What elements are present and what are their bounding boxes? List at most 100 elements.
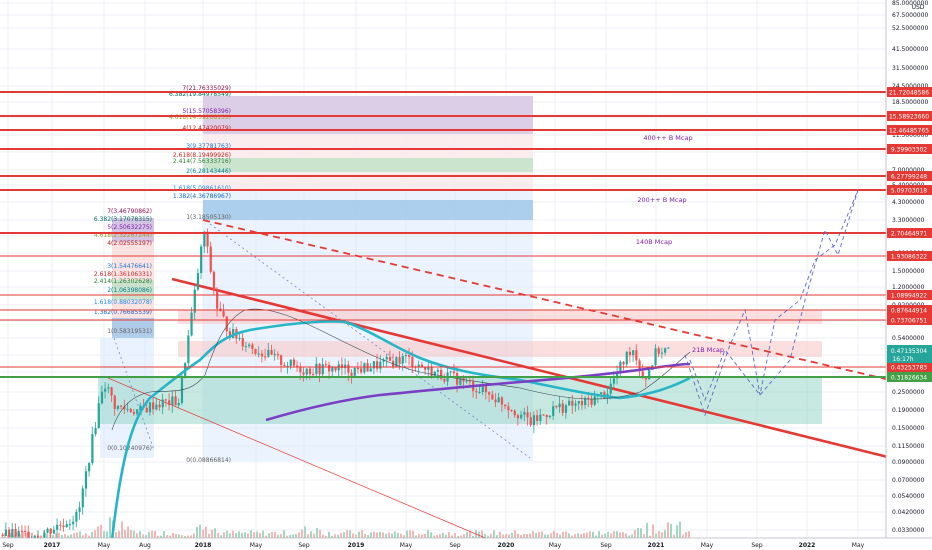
time-tick-label: Sep (751, 542, 763, 549)
volume-bar (283, 530, 285, 538)
volume-bar (445, 534, 447, 538)
candle-body (65, 524, 68, 528)
volume-bar (397, 532, 399, 538)
candle-body (97, 403, 100, 429)
candle-body (555, 406, 558, 408)
candle-body (132, 411, 136, 414)
candle-body (417, 364, 420, 367)
fib-level-left-label: 0(0.10240976) (107, 445, 152, 452)
fib-level-right-label: 4(12.47420079) (182, 125, 231, 132)
volume-bar (280, 534, 282, 538)
time-tick-label: 2020 (498, 542, 515, 549)
price-tick-label: 0.2500000 (892, 389, 925, 396)
time-axis[interactable]: Sep 2017 May Aug 2018 May Sep 2019 May Sep 2020 May… (0, 537, 932, 550)
price-level-tag (887, 171, 932, 181)
candle-body (452, 371, 456, 373)
candle-body (590, 399, 593, 405)
price-level-tag (887, 315, 932, 325)
price-tick-label: 41.5000000 (892, 46, 928, 53)
candle-body (536, 415, 539, 421)
volume-bar (100, 524, 102, 538)
volume-bar (601, 534, 603, 538)
candle-body (308, 368, 312, 375)
volume-bar (142, 534, 144, 538)
candle-body (558, 403, 561, 408)
price-level-tag-text: 0.43253783 (891, 365, 927, 372)
candle-body (353, 367, 356, 376)
volume-bars (4, 517, 690, 538)
candle-body (196, 273, 200, 290)
candle-body (270, 349, 273, 355)
candle-body (360, 368, 363, 373)
volume-bar (214, 528, 216, 538)
candle-body (552, 406, 555, 416)
candle-body (116, 405, 120, 409)
candle-body (174, 396, 177, 406)
volume-bar (205, 526, 207, 538)
candle-body (465, 380, 468, 382)
candle-body (75, 511, 78, 522)
current-price-value: 0.47135304 (891, 348, 927, 355)
fib-level-left-label: 5(2.50632275) (107, 224, 152, 231)
candle-body (398, 357, 401, 364)
candle-body (542, 414, 545, 416)
candle-body (376, 361, 379, 369)
volume-bar (259, 532, 261, 538)
fib-level-left-label: 1.382(0.76685539) (94, 309, 152, 316)
volume-bar (178, 534, 180, 538)
volume-bar (505, 534, 507, 538)
volume-bar (133, 530, 135, 538)
volume-bar (487, 535, 489, 538)
volume-bar (319, 529, 321, 538)
volume-bar (457, 535, 459, 538)
candle-body (241, 338, 244, 347)
resistance-zone-upper (178, 310, 822, 324)
candle-body (289, 359, 292, 366)
fib-extension-band-blue (203, 200, 533, 220)
volume-bar (208, 533, 210, 538)
price-level-tag-text: 1.93086322 (891, 254, 927, 261)
candle-body (667, 347, 670, 349)
volume-bar (370, 532, 372, 538)
candle-body (260, 353, 264, 357)
candle-body (520, 414, 523, 419)
candle-body (264, 356, 267, 358)
volume-bar (415, 535, 417, 538)
candle-body (302, 372, 305, 375)
volume-bar (628, 535, 630, 538)
volume-bar (595, 535, 597, 538)
volume-bar (49, 531, 51, 538)
volume-bar (508, 534, 510, 538)
time-tick-label: 2018 (195, 542, 212, 549)
candle-body (440, 369, 443, 379)
volume-bar (184, 535, 186, 538)
volume-bar (598, 531, 600, 538)
candle-body (424, 367, 427, 370)
volume-bar (256, 531, 258, 538)
candle-body (248, 344, 251, 347)
candle-body (286, 365, 289, 367)
fib-level-right-label: 7(21.76335029) (182, 85, 231, 92)
current-price-tag (887, 345, 932, 363)
volume-bar (634, 529, 636, 538)
candle-body (641, 371, 644, 378)
volume-bar (349, 530, 351, 538)
candle-body (81, 488, 84, 508)
volume-bar (91, 531, 93, 538)
candle-body (20, 530, 24, 532)
candle-body (120, 405, 123, 407)
price-level-tag (887, 362, 932, 372)
candle-body (401, 356, 404, 364)
volume-bar (58, 532, 60, 538)
volume-bar (229, 533, 231, 538)
volume-bar (73, 533, 75, 538)
fib-level-right-label: 1.618(5.09861610) (173, 185, 231, 192)
volume-bar (115, 532, 117, 538)
price-level-tag-text: 15.58923660 (889, 114, 929, 121)
volume-bar (223, 532, 225, 538)
volume-bar (103, 531, 105, 538)
candle-body (427, 366, 430, 370)
candle-body (164, 399, 168, 401)
